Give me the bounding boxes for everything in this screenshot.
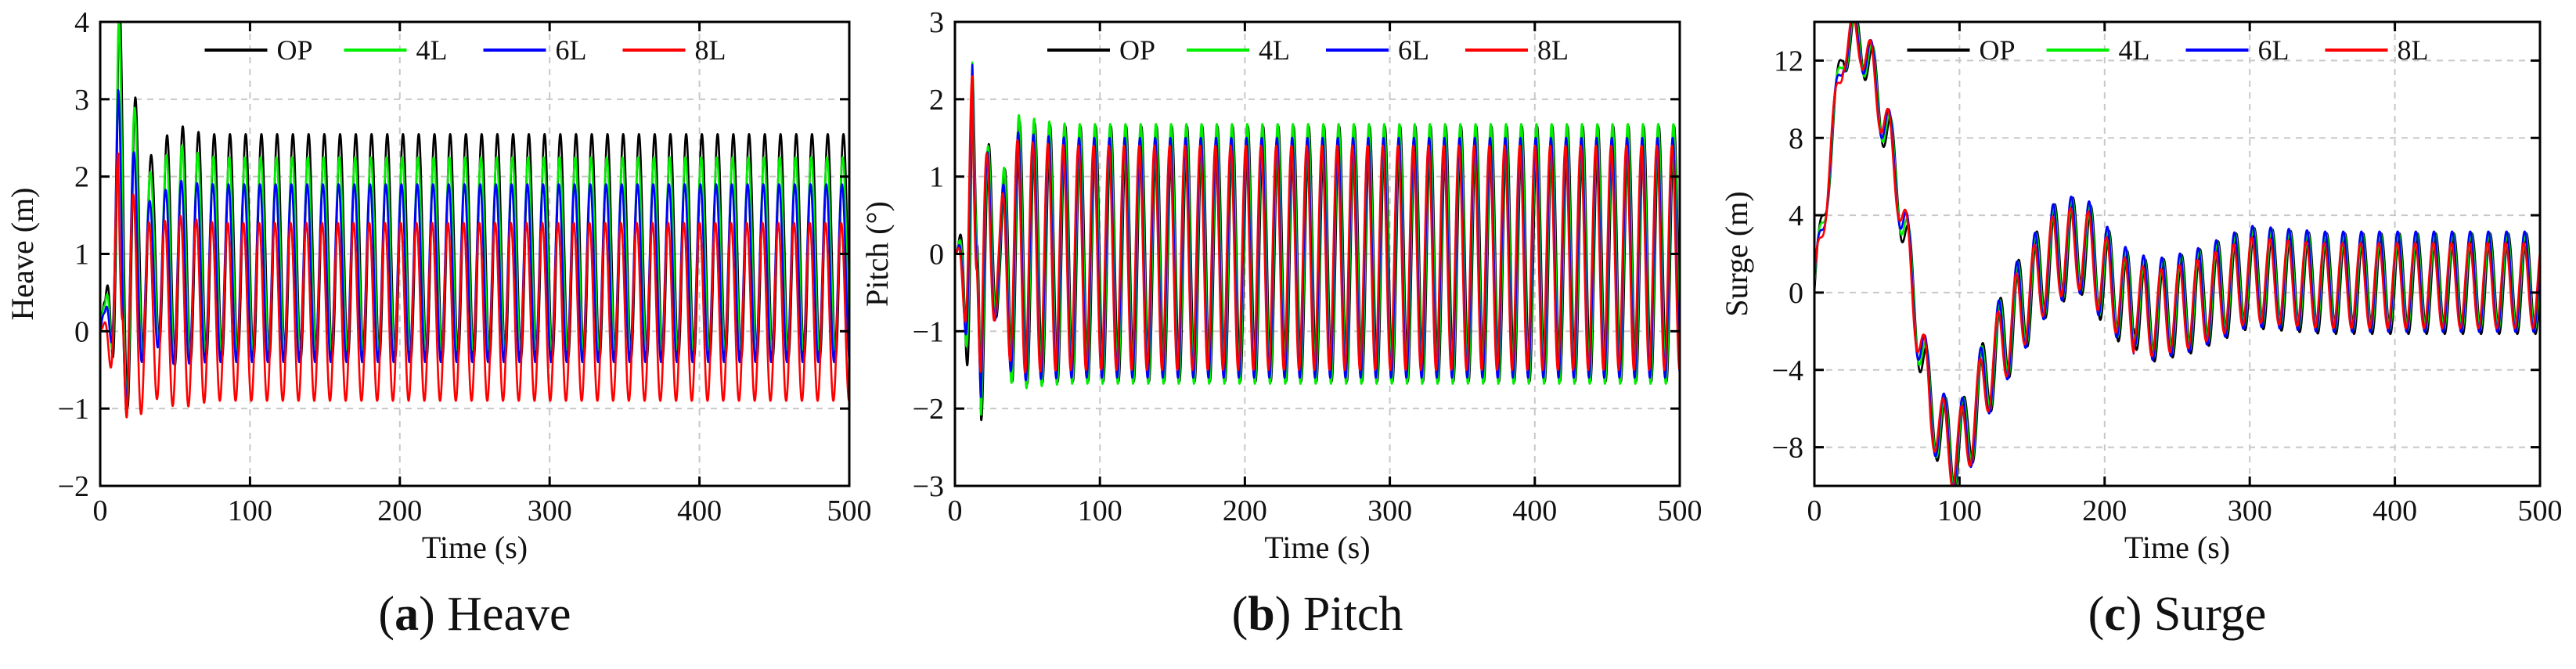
caption-letter: a — [395, 588, 419, 641]
y-axis-label: Surge (m) — [1719, 191, 1754, 316]
caption-text: ) Pitch — [1275, 588, 1403, 641]
caption-paren-open: ( — [2088, 588, 2105, 641]
y-axis-label: Heave (m) — [5, 188, 40, 321]
legend-label-OP: OP — [1119, 34, 1155, 66]
legend: OP 4L 6L 8L — [1047, 34, 1569, 66]
panel-c: 0 100 200 300 400 500 −8 −4 0 4 8 12 Time (s) Surge (… — [1719, 20, 2563, 641]
y-tick-label: 1 — [74, 239, 89, 272]
panel-caption: (b) Pitch — [1232, 588, 1403, 641]
y-tick-label: 3 — [929, 6, 944, 39]
y-axis-label: Pitch (°) — [859, 201, 895, 307]
y-tick-label: 2 — [929, 84, 944, 117]
series-line-8L — [100, 152, 849, 419]
axes-frame — [1813, 20, 2542, 487]
legend-label-OP: OP — [277, 34, 313, 66]
panel-a: 0 100 200 300 400 500 −2 −1 0 1 2 3 4 Time (s) Heave (… — [5, 6, 872, 641]
series-line-4L — [955, 61, 1680, 416]
y-tick-label: −1 — [58, 393, 89, 426]
x-tick-label: 0 — [93, 495, 108, 527]
series-line-8L — [1814, 22, 2540, 486]
legend-label-4L: 4L — [2119, 34, 2150, 66]
caption-text: ) Heave — [419, 588, 571, 641]
plot-area — [1814, 22, 2540, 486]
x-tick-label: 400 — [2372, 495, 2417, 527]
panel-caption: (c) Surge — [2088, 588, 2267, 641]
x-tick-label: 200 — [1223, 495, 1267, 527]
x-tick-label: 0 — [948, 495, 963, 527]
legend-label-OP: OP — [1980, 34, 2016, 66]
caption-paren-open: ( — [1232, 588, 1248, 641]
y-tick-label: −2 — [913, 393, 944, 426]
x-tick-label: 500 — [2518, 495, 2563, 527]
panel-b: 0 100 200 300 400 500 −3 −2 −1 0 1 2 3 Time (s) Pitch … — [859, 6, 1702, 641]
caption-letter: b — [1248, 588, 1274, 641]
y-tick-label: −1 — [913, 315, 944, 348]
legend-label-6L: 6L — [1398, 34, 1429, 66]
legend-label-6L: 6L — [556, 34, 587, 66]
x-axis-label: Time (s) — [422, 530, 528, 565]
x-tick-label: 300 — [2228, 495, 2272, 527]
plot-area — [100, 22, 849, 419]
panel-caption: (a) Heave — [378, 588, 571, 641]
y-tick-label: −4 — [1772, 354, 1803, 387]
x-tick-label: 400 — [1512, 495, 1557, 527]
series-line-8L — [955, 75, 1680, 374]
y-tick-label: −3 — [913, 470, 944, 503]
x-tick-label: 100 — [1078, 495, 1122, 527]
y-tick-label: 8 — [1789, 122, 1803, 155]
y-tick-label: 4 — [74, 6, 89, 39]
x-tick-label: 300 — [528, 495, 572, 527]
y-tick-label: −8 — [1772, 432, 1803, 465]
x-tick-label: 200 — [377, 495, 422, 527]
x-tick-label: 0 — [1807, 495, 1822, 527]
y-tick-label: 0 — [74, 315, 89, 348]
y-tick-label: 2 — [74, 161, 89, 194]
caption-text: ) Surge — [2126, 588, 2267, 641]
x-tick-label: 500 — [827, 495, 872, 527]
legend-label-8L: 8L — [695, 34, 726, 66]
y-tick-label: 12 — [1774, 45, 1803, 77]
y-tick-label: −2 — [58, 470, 89, 503]
legend-label-8L: 8L — [2398, 34, 2429, 66]
legend-label-8L: 8L — [1537, 34, 1569, 66]
legend-label-4L: 4L — [416, 34, 448, 66]
legend: OP 4L 6L 8L — [1907, 34, 2429, 66]
x-tick-label: 300 — [1367, 495, 1412, 527]
x-tick-label: 500 — [1658, 495, 1702, 527]
caption-paren-open: ( — [378, 588, 395, 641]
legend-label-4L: 4L — [1259, 34, 1290, 66]
caption-letter: c — [2104, 588, 2126, 641]
y-tick-label: 0 — [929, 239, 944, 272]
y-tick-label: 1 — [929, 161, 944, 194]
legend-label-6L: 6L — [2258, 34, 2290, 66]
y-tick-label: 0 — [1789, 277, 1803, 310]
y-tick-label: 3 — [74, 84, 89, 117]
plot-area — [955, 61, 1680, 422]
x-tick-label: 400 — [677, 495, 722, 527]
x-axis-label: Time (s) — [2124, 530, 2230, 565]
y-tick-label: 4 — [1789, 200, 1803, 232]
x-axis-label: Time (s) — [1264, 530, 1370, 565]
legend: OP 4L 6L 8L — [204, 34, 726, 66]
x-tick-label: 100 — [228, 495, 272, 527]
x-tick-label: 100 — [1937, 495, 1982, 527]
x-tick-label: 200 — [2082, 495, 2127, 527]
